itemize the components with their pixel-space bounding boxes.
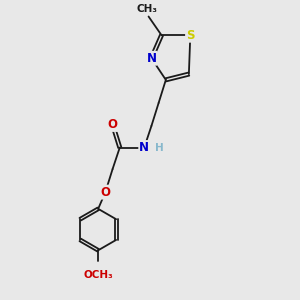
Text: H: H bbox=[155, 142, 164, 152]
Text: N: N bbox=[146, 52, 156, 65]
Text: N: N bbox=[139, 141, 149, 154]
Text: CH₃: CH₃ bbox=[136, 4, 158, 14]
Text: S: S bbox=[186, 29, 195, 42]
Text: O: O bbox=[108, 118, 118, 131]
Text: OCH₃: OCH₃ bbox=[83, 270, 113, 280]
Text: O: O bbox=[100, 186, 110, 199]
